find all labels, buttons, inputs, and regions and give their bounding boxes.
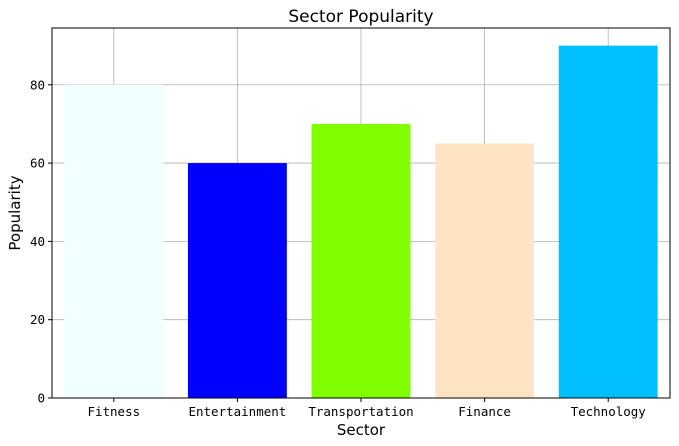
y-tick-label: 20 — [30, 312, 45, 327]
bar-entertainment — [187, 163, 287, 398]
y-axis-label: Popularity — [6, 175, 24, 250]
chart-title: Sector Popularity — [288, 7, 433, 27]
ticks: 0 20 40 60 80 Fitness Entertainment Transportat… — [30, 77, 646, 419]
x-tick-label: Finance — [458, 404, 511, 419]
x-axis-label: Sector — [337, 421, 386, 439]
bar-fitness — [64, 84, 164, 398]
y-tick-label: 0 — [37, 391, 45, 406]
x-tick-label: Technology — [571, 404, 647, 419]
x-tick-label: Entertainment — [188, 404, 286, 419]
y-tick-label: 40 — [30, 234, 45, 249]
bar-transportation — [311, 123, 411, 398]
x-tick-label: Fitness — [87, 404, 140, 419]
bar-technology — [558, 45, 658, 398]
x-tick-label: Transportation — [308, 404, 413, 419]
bars — [64, 45, 658, 398]
y-tick-label: 80 — [30, 77, 45, 92]
bar-finance — [435, 143, 535, 398]
y-tick-label: 60 — [30, 156, 45, 171]
